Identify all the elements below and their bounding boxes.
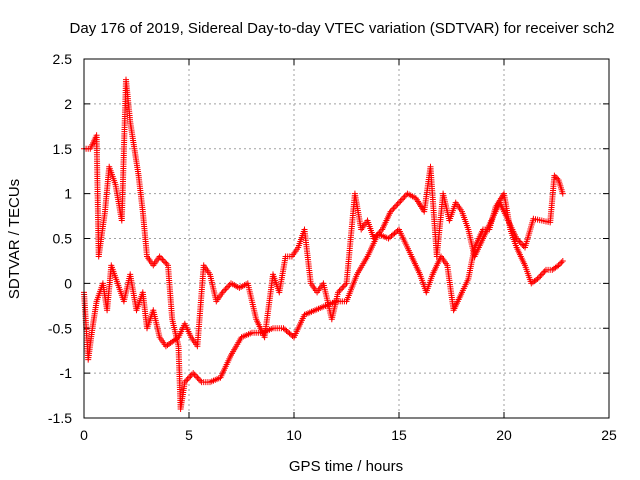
data-point — [335, 289, 342, 296]
y-axis-label: SDTVAR / TECUs — [6, 179, 23, 299]
x-tick-labels: 0 5 10 15 20 25 — [80, 427, 617, 443]
data-point — [184, 376, 191, 383]
x-tick-label: 5 — [185, 427, 193, 443]
data-point — [400, 195, 407, 202]
data-point — [186, 374, 192, 381]
y-tick-label: 0 — [64, 275, 72, 291]
x-tick-label: 25 — [601, 427, 617, 443]
data-point — [559, 257, 566, 264]
data-point — [372, 234, 379, 241]
data-point — [540, 269, 547, 276]
data-point — [394, 201, 401, 208]
data-point — [554, 175, 561, 182]
data-point — [181, 379, 188, 386]
data-point — [401, 193, 408, 200]
data-point — [398, 196, 405, 203]
data-point — [373, 232, 380, 239]
data-point — [516, 238, 523, 245]
y-tick-label: -1.5 — [48, 410, 72, 426]
data-point — [517, 239, 524, 246]
x-tick-label: 15 — [391, 427, 407, 443]
data-point — [191, 371, 198, 378]
data-point — [219, 289, 226, 296]
y-tick-label: -1 — [60, 365, 73, 381]
data-point — [193, 373, 199, 380]
data-point — [187, 373, 194, 380]
data-point — [194, 374, 201, 381]
data-point — [340, 283, 347, 290]
series-1 — [81, 76, 566, 413]
data-point — [159, 256, 166, 263]
data-point — [552, 174, 559, 181]
data-point — [519, 241, 526, 248]
data-point — [223, 284, 230, 291]
x-tick-label: 20 — [496, 427, 512, 443]
data-point — [534, 275, 541, 282]
data-point — [158, 254, 164, 261]
data-point — [387, 208, 394, 215]
y-tick-label: -0.5 — [48, 320, 72, 336]
data-point — [339, 284, 346, 291]
data-point — [513, 235, 520, 242]
data-point — [342, 281, 349, 288]
data-point — [375, 231, 381, 238]
y-tick-label: 1.5 — [53, 141, 73, 157]
data-point — [393, 202, 400, 209]
data-point — [396, 199, 402, 206]
data-point — [225, 283, 232, 290]
data-point — [163, 260, 170, 267]
chart-title: Day 176 of 2019, Sidereal Day-to-day VTE… — [70, 20, 615, 37]
y-tick-label: 2 — [64, 96, 72, 112]
series-2 — [81, 163, 566, 363]
data-point — [370, 235, 377, 242]
data-point — [537, 272, 544, 279]
data-point — [541, 268, 548, 275]
y-tick-label: 0.5 — [53, 231, 73, 247]
data-point — [162, 259, 169, 266]
x-tick-label: 10 — [286, 427, 302, 443]
y-tick-label: 1 — [64, 186, 72, 202]
data-point — [336, 287, 343, 294]
data-point — [377, 228, 384, 235]
data-point — [558, 259, 565, 266]
data-point — [376, 229, 383, 236]
x-tick-label: 0 — [80, 427, 88, 443]
data-point — [160, 257, 167, 264]
data-point — [337, 286, 344, 293]
plot-frame — [83, 58, 610, 419]
data-point — [221, 287, 227, 294]
data-point — [156, 253, 163, 260]
data-point — [397, 198, 404, 205]
data-point — [390, 205, 397, 212]
y-tick-labels: -1.5 -1 -0.5 0 0.5 1 1.5 2 2.5 — [48, 51, 72, 426]
data-point — [557, 260, 563, 267]
data-points — [81, 76, 566, 413]
data-point — [515, 236, 521, 243]
data-point — [195, 376, 202, 383]
data-point — [183, 377, 190, 384]
data-point — [197, 377, 204, 384]
data-point — [559, 190, 566, 197]
data-point — [391, 204, 398, 211]
x-axis-label: GPS time / hours — [289, 458, 403, 475]
data-point — [190, 370, 197, 377]
data-point — [389, 207, 395, 214]
data-point — [538, 271, 545, 278]
data-point — [536, 274, 542, 281]
data-point — [551, 172, 558, 179]
data-point — [555, 262, 562, 269]
y-tick-label: 2.5 — [53, 51, 73, 67]
data-point — [222, 286, 229, 293]
